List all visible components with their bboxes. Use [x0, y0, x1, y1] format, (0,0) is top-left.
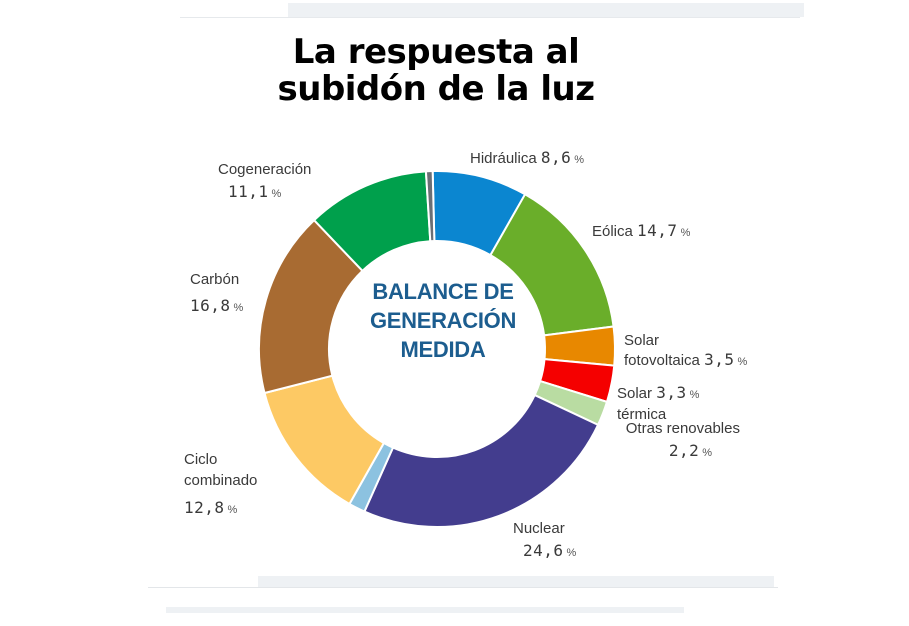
label-solar-fv-value: 3,5	[704, 350, 735, 369]
center-label-line-1: BALANCE DE	[372, 279, 514, 304]
label-solar-termica-line1: Solar	[617, 385, 653, 402]
top-decorative-strip	[288, 3, 804, 17]
label-hidraulica: Hidráulica 8,6%	[470, 148, 584, 170]
label-nuclear-name: Nuclear	[513, 520, 565, 537]
label-eolica-name: Eólica	[592, 223, 633, 240]
label-nuclear-unit: %	[566, 547, 577, 559]
label-ciclo-line2: combinado	[184, 472, 258, 489]
label-otras-unit: %	[702, 447, 712, 459]
slice-unlabeled-10	[424, 170, 436, 243]
label-carbon-value: 16,8	[190, 296, 231, 315]
label-hidraulica-value: 8,6	[540, 148, 572, 167]
bottom-divider	[148, 587, 778, 588]
label-solar-fv-line2: fotovoltaica	[624, 352, 700, 369]
label-solar-fotovoltaica: Solar fotovoltaica 3,5%	[624, 331, 747, 372]
label-solar-termica: Solar 3,3% térmica	[617, 383, 699, 424]
center-label-line-3: MEDIDA	[400, 337, 486, 362]
label-otras-value: 2,2	[668, 441, 700, 460]
label-eolica: Eólica 14,7%	[592, 221, 690, 243]
label-eolica-value: 14,7	[637, 221, 678, 240]
label-carbon-name: Carbón	[190, 271, 240, 288]
bottom-decorative-strip	[258, 576, 774, 587]
slice-nuclear	[363, 393, 600, 528]
footer-decorative-strip	[166, 607, 684, 613]
label-eolica-unit: %	[680, 227, 691, 239]
label-solar-termica-value: 3,3	[656, 383, 687, 402]
label-nuclear-value: 24,6	[523, 541, 564, 560]
label-hidraulica-name: Hidráulica	[470, 150, 537, 167]
label-otras-renovables: Otras renovables 2,2%	[606, 419, 740, 463]
top-divider	[180, 17, 800, 18]
label-solar-fv-unit: %	[737, 356, 748, 368]
label-cogeneracion: Cogeneración 11,1%	[218, 160, 311, 204]
label-hidraulica-unit: %	[574, 154, 585, 166]
label-ciclo-line1: Ciclo	[184, 451, 218, 468]
chart-title-line-1: La respuesta al	[292, 32, 580, 72]
center-label-line-2: GENERACIÓN	[369, 308, 517, 333]
label-ciclo-unit: %	[227, 504, 238, 516]
label-ciclo-value: 12,8	[184, 498, 225, 517]
label-solar-fv-line1: Solar	[624, 332, 660, 349]
chart-title: La respuesta al subidón de la luz	[250, 34, 622, 108]
label-ciclo-combinado: Ciclo combinado 12,8%	[184, 449, 257, 521]
label-cogeneracion-name: Cogeneración	[218, 161, 312, 178]
label-carbon-unit: %	[233, 302, 244, 314]
chart-title-line-2: subidón de la luz	[277, 69, 596, 109]
label-cogeneracion-unit: %	[271, 188, 282, 200]
label-cogeneracion-value: 11,1	[228, 182, 269, 201]
label-solar-termica-line2: térmica	[617, 406, 667, 423]
label-otras-name: Otras renovables	[625, 420, 740, 437]
label-nuclear: Nuclear 24,6%	[513, 519, 576, 563]
label-solar-termica-unit: %	[689, 389, 700, 401]
label-carbon: Carbón 16,8%	[190, 270, 243, 318]
